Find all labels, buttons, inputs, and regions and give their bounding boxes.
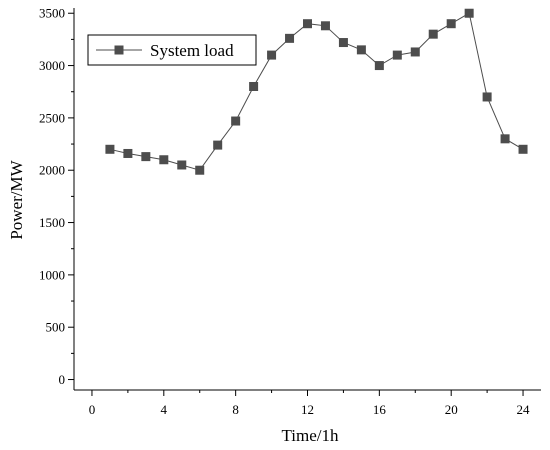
data-point-marker xyxy=(303,19,312,29)
data-point-marker xyxy=(374,61,384,71)
y-tick-label: 3500 xyxy=(39,6,65,21)
x-tick-label: 12 xyxy=(301,402,314,417)
data-point-marker xyxy=(338,38,348,48)
data-point-marker xyxy=(285,33,295,43)
axes: 0 4 8 12 16 20 24 0 500 1000 1500 2000 2500 3000 3500 xyxy=(39,6,541,417)
data-point-marker xyxy=(141,152,151,162)
y-tick-label: 500 xyxy=(46,320,66,335)
y-tick-label: 3000 xyxy=(39,58,65,73)
legend-marker xyxy=(114,45,124,55)
data-point-marker xyxy=(320,21,330,31)
data-point-marker xyxy=(213,140,223,150)
data-point-marker xyxy=(249,81,259,91)
data-point-marker xyxy=(410,47,420,57)
y-axis-title: Power/MW xyxy=(7,159,26,239)
x-tick-label: 4 xyxy=(161,402,168,417)
y-tick-label: 1500 xyxy=(39,215,65,230)
data-point-marker xyxy=(159,155,169,165)
data-point-marker xyxy=(482,92,492,102)
data-point-marker xyxy=(428,29,438,39)
data-point-marker xyxy=(267,50,277,60)
x-tick-label: 20 xyxy=(445,402,458,417)
y-tick-label: 2500 xyxy=(39,110,65,125)
x-tick-label: 24 xyxy=(517,402,531,417)
data-point-marker xyxy=(356,45,366,55)
data-point-marker xyxy=(500,134,510,144)
x-tick-label: 16 xyxy=(373,402,387,417)
x-axis-title: Time/1h xyxy=(281,426,339,445)
data-point-marker xyxy=(446,19,456,29)
data-point-marker xyxy=(518,144,528,154)
data-point-marker xyxy=(464,8,474,18)
data-point-marker xyxy=(105,144,115,154)
data-point-marker xyxy=(123,148,133,158)
data-point-marker xyxy=(177,160,187,170)
y-tick-label: 1000 xyxy=(39,267,65,282)
y-tick-label: 2000 xyxy=(39,163,65,178)
x-tick-label: 0 xyxy=(89,402,96,417)
legend-label: System load xyxy=(150,41,234,60)
x-tick-label: 8 xyxy=(232,402,239,417)
series-layer xyxy=(105,8,528,175)
data-point-marker xyxy=(231,116,241,126)
legend: System load xyxy=(87,34,257,66)
data-point-marker xyxy=(195,165,205,175)
data-point-marker xyxy=(392,50,402,60)
y-tick-label: 0 xyxy=(59,372,66,387)
